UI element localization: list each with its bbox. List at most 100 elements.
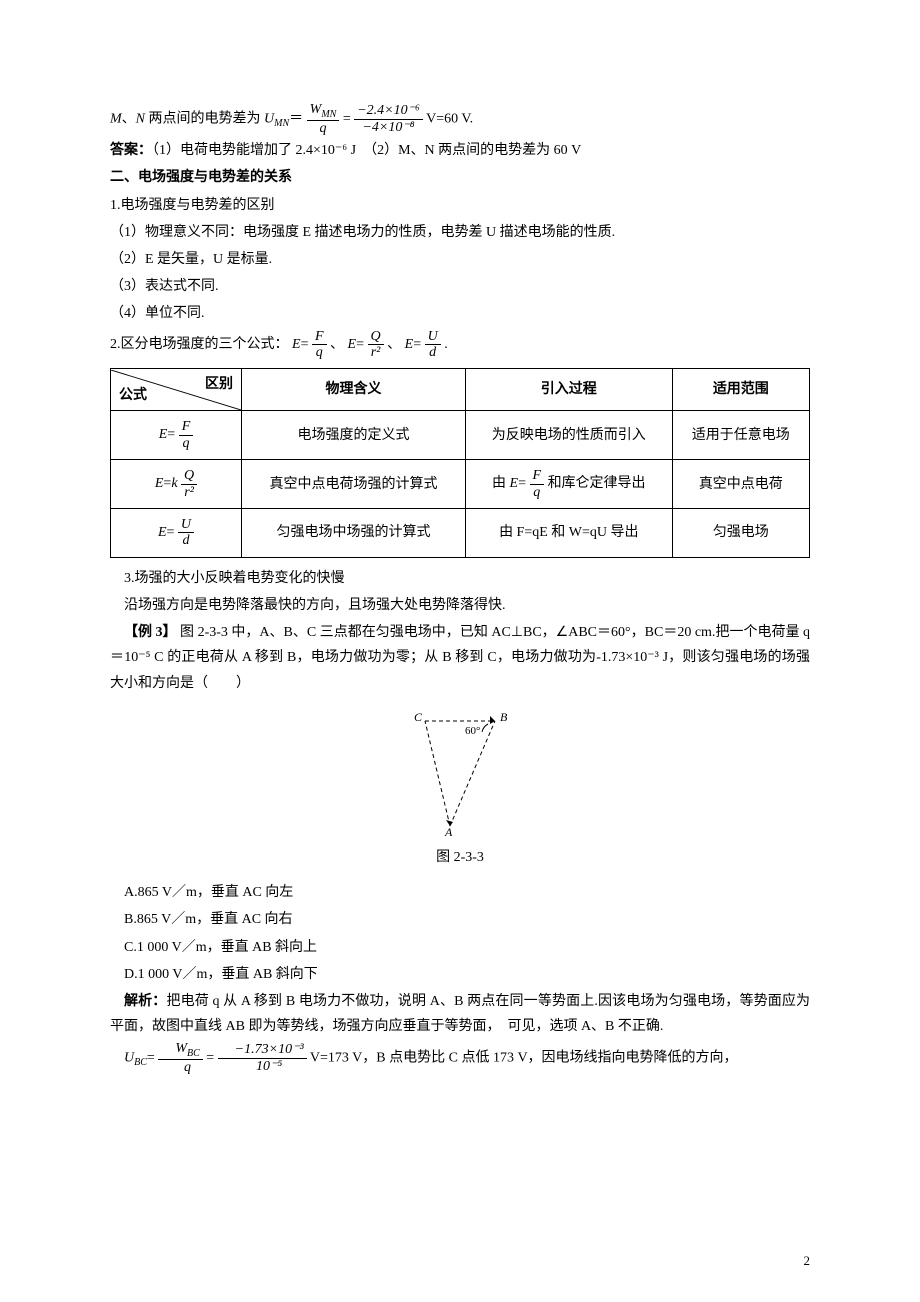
frac-num-sub: MN bbox=[321, 109, 336, 120]
sec2-p2: 2.区分电场强度的三个公式： E= Fq 、 E= Qr² 、 E= Ud . bbox=[110, 329, 810, 361]
sep1: 、 bbox=[330, 337, 344, 352]
frac-wmn-q: WMN q bbox=[307, 102, 340, 136]
ubc-mid: = bbox=[206, 1051, 217, 1066]
document-page: M、N 两点间的电势差为 UMN＝ WMN q = −2.4×10⁻⁶ −4×1… bbox=[0, 0, 920, 1302]
t-frac-Fq: Fq bbox=[179, 419, 194, 451]
angle-text: 60° bbox=[465, 725, 480, 737]
ubc-sub: BC bbox=[134, 1057, 147, 1068]
th-meaning: 物理含义 bbox=[242, 369, 466, 411]
answer-label: 答案： bbox=[110, 143, 152, 158]
teq1: = bbox=[167, 428, 175, 443]
analysis-label: 解析： bbox=[124, 994, 166, 1009]
equation-umn: M、N 两点间的电势差为 UMN＝ WMN q = −2.4×10⁻⁶ −4×1… bbox=[110, 102, 810, 136]
cell-formula-3: E= Ud bbox=[111, 509, 242, 558]
wbc-sub: BC bbox=[187, 1048, 200, 1059]
teq3: = bbox=[167, 525, 175, 540]
intro2-pre: 由 bbox=[492, 476, 510, 491]
var-N: N bbox=[136, 111, 145, 126]
frac-Q-r2: Qr² bbox=[368, 329, 384, 361]
tnQ: Q bbox=[181, 468, 197, 484]
num-Q: Q bbox=[368, 329, 384, 345]
tnF: F bbox=[179, 419, 194, 435]
sec2-p1b: （2）E 是矢量，U 是标量. bbox=[110, 247, 810, 272]
E3: E bbox=[405, 337, 414, 352]
ubc-tail: V=173 V，B 点电势比 C 点低 173 V，因电场线指向电势降低的方向， bbox=[310, 1051, 738, 1066]
cell-scope-1: 适用于任意电场 bbox=[672, 411, 809, 460]
cell-formula-2: E=k Qr² bbox=[111, 460, 242, 509]
inF: F bbox=[530, 468, 545, 484]
page-number: 2 bbox=[804, 1249, 811, 1272]
header-top: 区别 bbox=[205, 372, 233, 397]
num-U: U bbox=[425, 329, 441, 345]
tdq: q bbox=[179, 436, 194, 451]
diagonal-header: 区别 公式 bbox=[111, 370, 241, 410]
triangle-diagram: 60° A B C bbox=[390, 706, 530, 836]
tE3: E bbox=[158, 525, 167, 540]
idq: q bbox=[530, 485, 545, 500]
tdd: d bbox=[178, 533, 194, 548]
cell-intro-3: 由 F=qE 和 W=qU 导出 bbox=[465, 509, 672, 558]
t-frac-Qr2: Qr² bbox=[181, 468, 197, 500]
cell-meaning-3: 匀强电场中场强的计算式 bbox=[242, 509, 466, 558]
wbc-var: W bbox=[175, 1041, 187, 1056]
E1: E bbox=[292, 337, 301, 352]
ex3-line1: 图 2-3-3 中，A、B、C 三点都在匀强电场中，已知 AC⊥BC，∠ABC＝… bbox=[110, 625, 810, 690]
frac2-den: −4×10⁻⁸ bbox=[354, 120, 423, 135]
sec2-p1a: （1）物理意义不同：电场强度 E 描述电场力的性质，电势差 U 描述电场能的性质… bbox=[110, 220, 810, 245]
sub-MN: MN bbox=[274, 118, 289, 129]
eq1-tail: V=60 V. bbox=[426, 111, 473, 126]
den-r2: r² bbox=[368, 345, 384, 360]
sep: 、 bbox=[122, 111, 136, 126]
num-F: F bbox=[312, 329, 327, 345]
den-d: d bbox=[425, 345, 441, 360]
example3: 【例 3】 图 2-3-3 中，A、B、C 三点都在匀强电场中，已知 AC⊥BC… bbox=[110, 620, 810, 696]
eq-mid: = bbox=[343, 111, 354, 126]
frac2-num: −2.4×10⁻⁶ bbox=[354, 103, 423, 119]
table-row: E=k Qr² 真空中点电荷场强的计算式 由 E= Fq 和库仑定律导出 真空中… bbox=[111, 460, 810, 509]
cell-formula-1: E= Fq bbox=[111, 411, 242, 460]
tk: k bbox=[171, 476, 177, 491]
frac-last-numeric: −1.73×10⁻³ 10⁻⁵ bbox=[218, 1042, 307, 1074]
label-A: A bbox=[444, 825, 453, 836]
cell-intro-1: 为反映电场的性质而引入 bbox=[465, 411, 672, 460]
option-A: A.865 V／m，垂直 AC 向左 bbox=[110, 880, 810, 905]
figure-caption: 图 2-3-3 bbox=[110, 845, 810, 870]
section2-title: 二、电场强度与电势差的关系 bbox=[110, 165, 810, 190]
ubc-eq: = bbox=[147, 1051, 155, 1066]
var-U: U bbox=[264, 111, 274, 126]
p2-prefix: 2.区分电场强度的三个公式： bbox=[110, 337, 289, 352]
iE: E bbox=[510, 476, 519, 491]
p3-title: 3.场强的大小反映着电势变化的快慢 bbox=[110, 566, 810, 591]
var-M: M bbox=[110, 111, 122, 126]
i-frac: Fq bbox=[530, 468, 545, 500]
p2-tail: . bbox=[444, 337, 448, 352]
cell-meaning-2: 真空中点电荷场强的计算式 bbox=[242, 460, 466, 509]
sec2-p1: 1.电场强度与电势差的区别 bbox=[110, 193, 810, 218]
den-q: q bbox=[312, 345, 327, 360]
th-intro: 引入过程 bbox=[465, 369, 672, 411]
sec2-p1c: （3）表达式不同. bbox=[110, 274, 810, 299]
cell-intro-2: 由 E= Fq 和库仑定律导出 bbox=[465, 460, 672, 509]
cell-meaning-1: 电场强度的定义式 bbox=[242, 411, 466, 460]
answer-text: （1）电荷电势能增加了 2.4×10⁻⁶ J （2）M、N 两点间的电势差为 6… bbox=[152, 143, 581, 158]
frac-numeric: −2.4×10⁻⁶ −4×10⁻⁸ bbox=[354, 103, 423, 135]
frac-den: q bbox=[307, 121, 340, 136]
eq2s: = bbox=[356, 337, 364, 352]
th-scope: 适用范围 bbox=[672, 369, 809, 411]
wbc-den: q bbox=[158, 1060, 202, 1075]
table-header-row: 区别 公式 物理含义 引入过程 适用范围 bbox=[111, 369, 810, 411]
equation-ubc: UBC= WBC q = −1.73×10⁻³ 10⁻⁵ V=173 V，B 点… bbox=[110, 1041, 810, 1075]
table-row: E= Fq 电场强度的定义式 为反映电场的性质而引入 适用于任意电场 bbox=[111, 411, 810, 460]
option-B: B.865 V／m，垂直 AC 向右 bbox=[110, 907, 810, 932]
eq3s: = bbox=[413, 337, 421, 352]
ubc-var: U bbox=[124, 1051, 134, 1066]
analysis-block: 解析：把电荷 q 从 A 移到 B 电场力不做功，说明 A、B 两点在同一等势面… bbox=[110, 989, 810, 1039]
t-frac-Ud: Ud bbox=[178, 517, 194, 549]
last-den: 10⁻⁵ bbox=[218, 1059, 307, 1074]
analysis-text: 把电荷 q 从 A 移到 B 电场力不做功，说明 A、B 两点在同一等势面上.因… bbox=[110, 994, 810, 1034]
eq-sign: ＝ bbox=[289, 111, 303, 126]
table-row: E= Ud 匀强电场中场强的计算式 由 F=qE 和 W=qU 导出 匀强电场 bbox=[111, 509, 810, 558]
sec2-p1d: （4）单位不同. bbox=[110, 301, 810, 326]
label-C: C bbox=[414, 710, 423, 724]
intro2-post: 和库仑定律导出 bbox=[548, 476, 646, 491]
